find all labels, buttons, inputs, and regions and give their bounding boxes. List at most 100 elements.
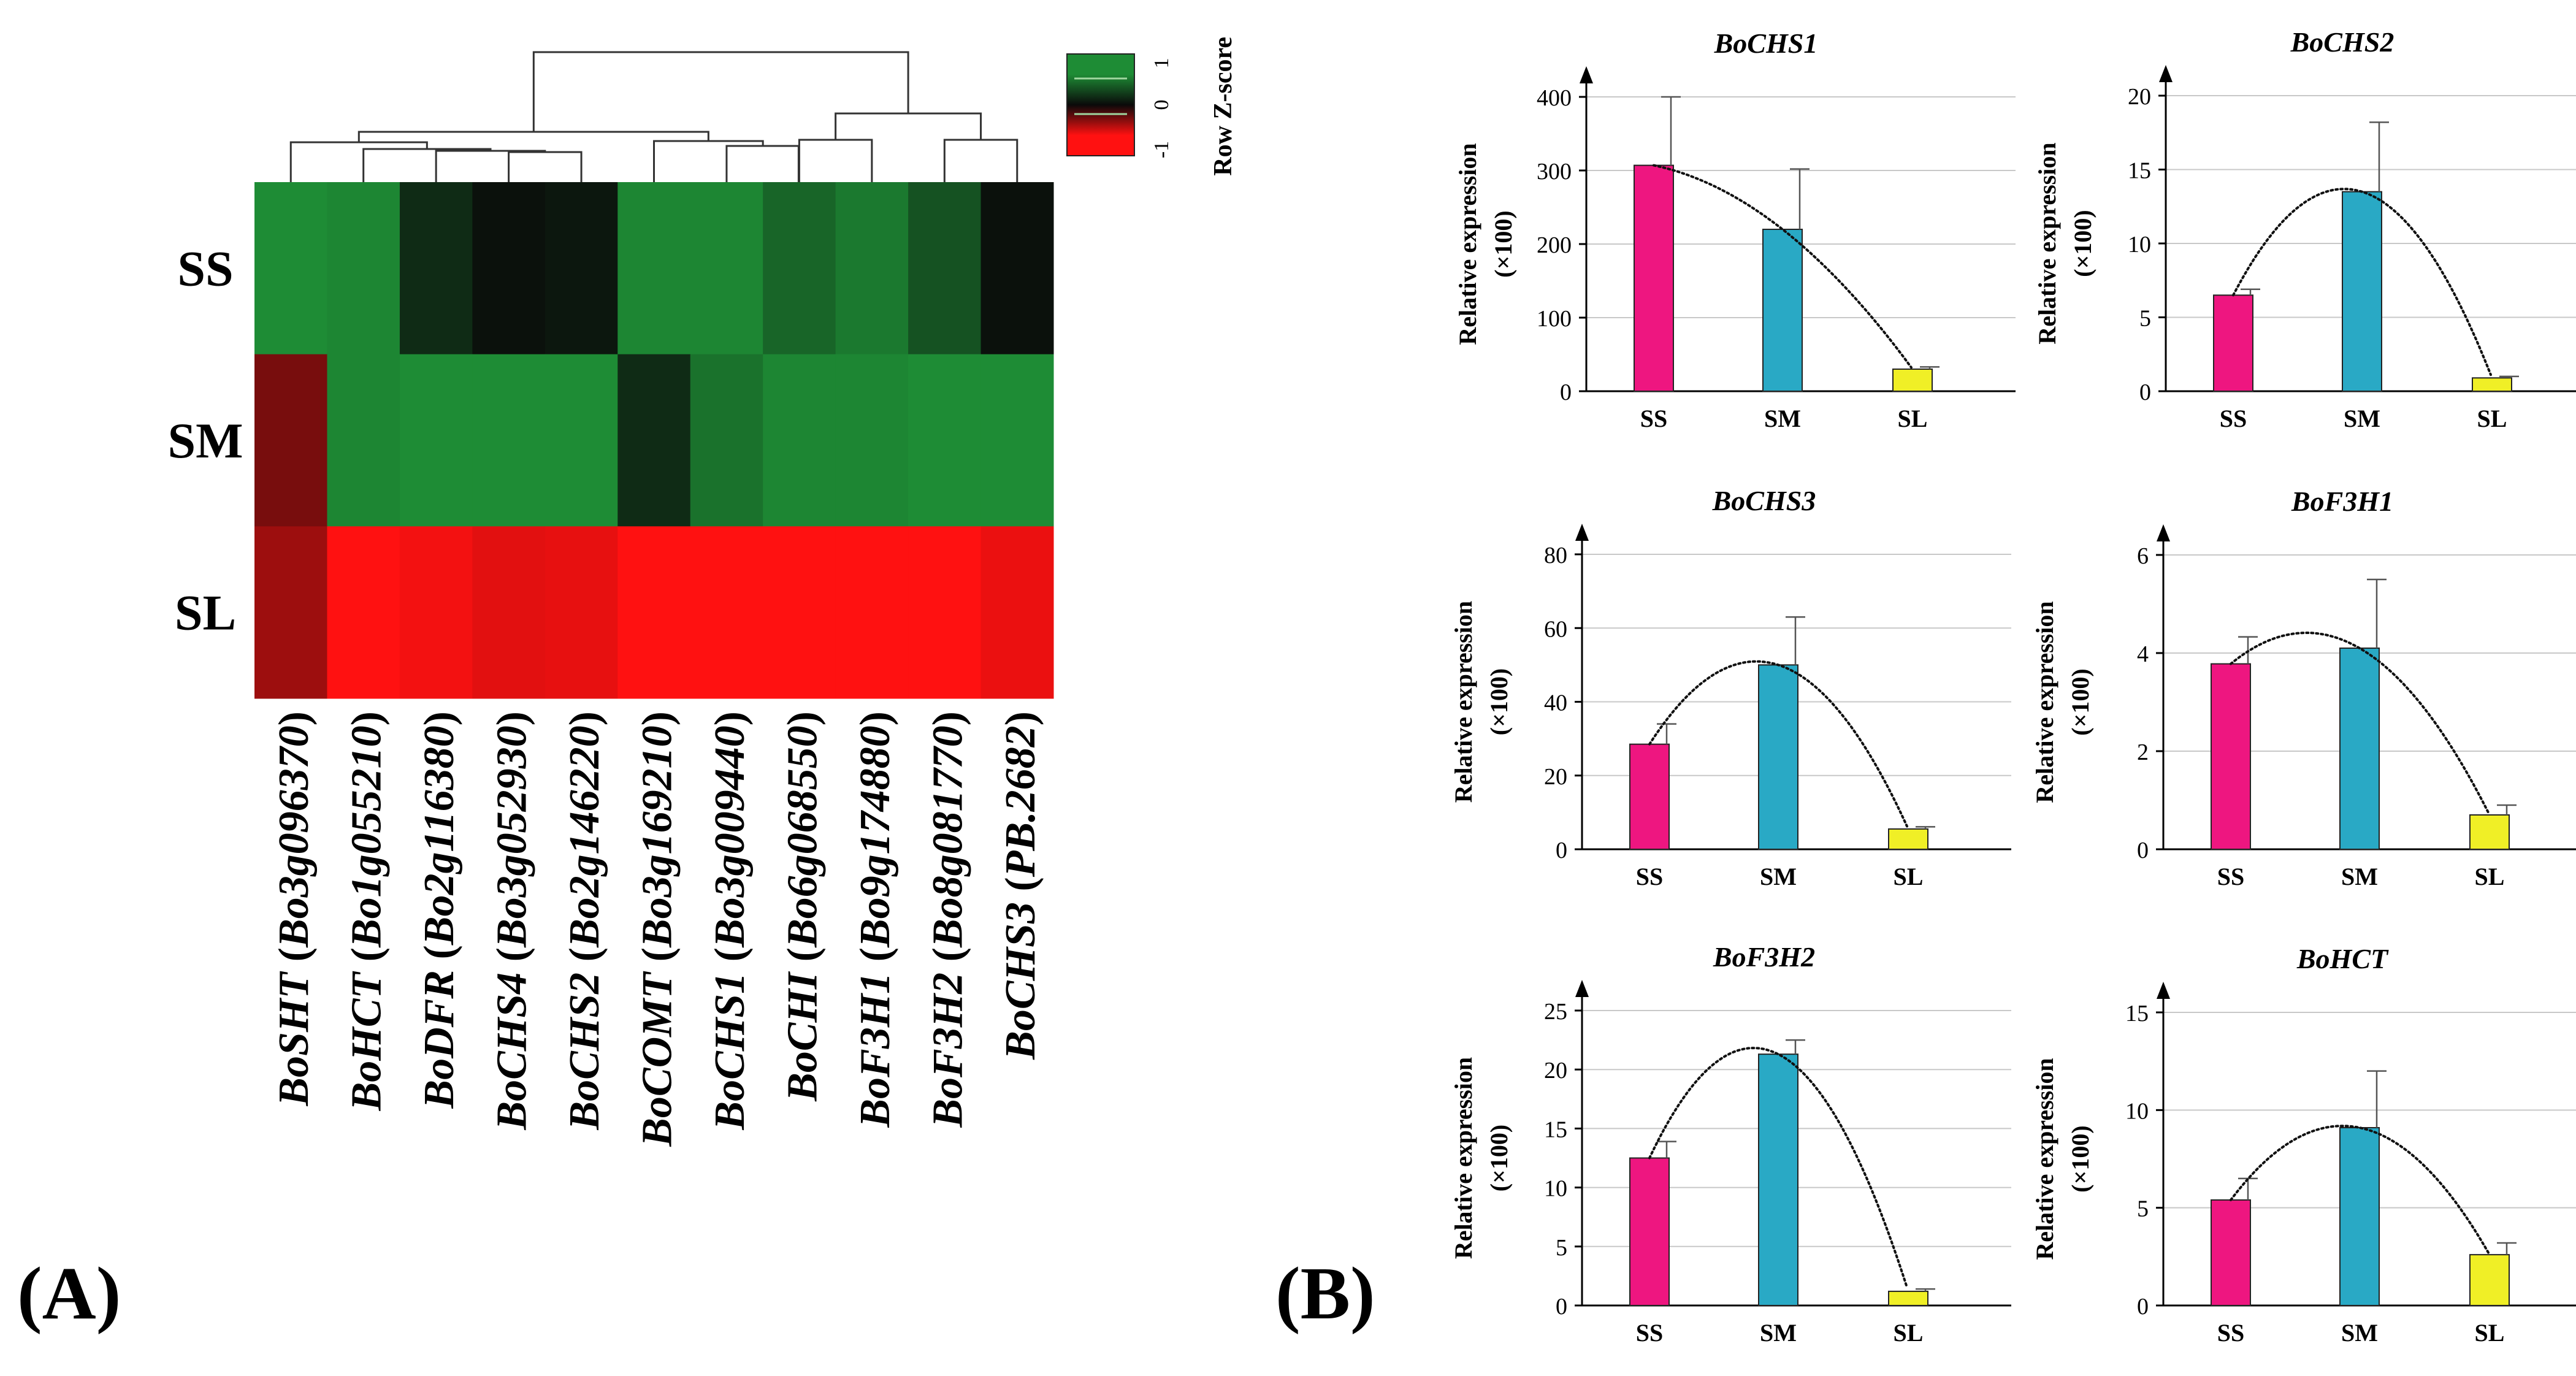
heatmap-column-label: BoSHT (Bo3g096370) [270, 711, 318, 1107]
bar-SS [1634, 164, 1674, 392]
color-key: 1 0 -1 Row Z-score [1066, 37, 1237, 176]
x-tick-label: SS [2217, 1319, 2245, 1347]
y-tick-label: 0 [1556, 1294, 1567, 1320]
bar-SM [1762, 229, 1803, 392]
y-axis-label: Relative expression [1450, 601, 1477, 803]
bar-SL [2472, 377, 2512, 392]
heatmap-column-label: BoCHS2 (Bo2g146220) [561, 711, 608, 1131]
heatmap-row-label: SL [175, 585, 236, 641]
heatmap-cell [690, 182, 763, 355]
heatmap-cell [254, 182, 327, 355]
heatmap-column-label: BoF3H1 (Bo9g174880) [852, 711, 899, 1128]
y-tick-label: 20 [1544, 764, 1567, 790]
color-key-bar [1066, 53, 1135, 156]
y-tick-label: 5 [2139, 306, 2151, 332]
chart-title: BoCHS2 [2290, 26, 2394, 58]
heatmap-cell [617, 354, 691, 527]
y-tick-label: 20 [1544, 1058, 1567, 1084]
dendrogram-branch [508, 151, 583, 182]
heatmap-column-label: BoF3H2 (Bo8g081770) [924, 711, 971, 1128]
x-tick-label: SS [1636, 863, 1664, 890]
x-tick-label: SS [2220, 405, 2247, 432]
y-axis-label: Relative expression [1450, 1057, 1477, 1259]
y-axis-label: Relative expression [2033, 142, 2061, 344]
bar-SS [2211, 1199, 2251, 1307]
dendrogram-branch [362, 148, 492, 182]
y-axis-label-unit: (×100) [2069, 210, 2096, 277]
heatmap-cell [908, 354, 982, 527]
heatmap-cell [980, 354, 1054, 527]
panel-b-label: (B) [1275, 1252, 1375, 1335]
dendrogram-branch [653, 140, 764, 182]
bar-SM [1758, 1053, 1798, 1306]
heatmap-cell [472, 526, 546, 699]
heatmap-cell [545, 182, 618, 355]
y-axis-label: Relative expression [1454, 143, 1481, 345]
heatmap-cell [980, 182, 1054, 355]
heatmap-cell [835, 354, 909, 527]
heatmap-cell [617, 182, 691, 355]
heatmap-row-label: SM [168, 413, 243, 468]
x-tick-label: SL [1894, 1319, 1924, 1347]
y-tick-label: 15 [2128, 158, 2151, 184]
y-tick-label: 100 [1537, 306, 1572, 332]
y-axis-label: Relative expression [2031, 1058, 2058, 1259]
bar-SS [1629, 743, 1670, 850]
y-axis-label-unit: (×100) [1489, 210, 1517, 277]
heatmap-cell [545, 354, 618, 527]
heatmap-column-label: BoCHS1 (Bo3g009440) [706, 711, 754, 1131]
y-tick-label: 200 [1537, 232, 1572, 258]
heatmap-cell [399, 182, 473, 355]
bar-chart-BoHCT: BoHCT 0 5 10 15 Relative expression (×100) SS SM… [2031, 943, 2576, 1347]
color-key-tick-label: -1 [1150, 141, 1173, 158]
trend-line [2232, 188, 2492, 376]
y-axis-label-unit: (×100) [1485, 668, 1513, 735]
heatmap-column-label: BoCOMT (Bo3g169210) [634, 711, 681, 1147]
trend-line [2230, 1125, 2490, 1254]
color-key-tick-label: 1 [1150, 58, 1173, 69]
panel-a-label: (A) [17, 1252, 121, 1335]
y-axis-label: Relative expression [2031, 601, 2058, 803]
bar-chart-BoCHS3: BoCHS3 0 20 40 60 80 Relative expression (×100)… [1450, 485, 2011, 890]
x-tick-label: SM [1760, 1319, 1797, 1347]
y-tick-label: 20 [2128, 84, 2151, 110]
y-tick-label: 6 [2137, 543, 2149, 569]
y-tick-label: 60 [1544, 616, 1567, 642]
bar-SL [1888, 1290, 1928, 1307]
bar-SL [2469, 814, 2510, 850]
heatmap-cell [763, 182, 836, 355]
y-axis-arrow [2159, 65, 2173, 82]
y-axis-label-unit: (×100) [1485, 1125, 1513, 1191]
chart-title: BoCHS1 [1714, 28, 1818, 59]
y-tick-label: 40 [1544, 690, 1567, 716]
x-tick-label: SL [2475, 863, 2505, 890]
x-tick-label: SL [2477, 405, 2507, 432]
x-tick-label: SM [2344, 405, 2380, 432]
y-axis-arrow [2157, 982, 2170, 999]
bar-chart-BoCHS2: BoCHS2 0 5 10 15 20 Relative expression (×100) S… [2033, 26, 2576, 432]
heatmap-cell [399, 354, 473, 527]
heatmap-cell [399, 526, 473, 699]
y-tick-label: 10 [1544, 1176, 1567, 1202]
heatmap-cell [254, 526, 327, 699]
dendrogram-branch [532, 51, 909, 132]
y-tick-label: 10 [2125, 1098, 2149, 1124]
y-tick-label: 10 [2128, 232, 2151, 258]
heatmap-cell [545, 526, 618, 699]
heatmap: SS SM SL BoSHT (Bo3g096370) BoHCT (Bo1g05521… [168, 37, 1238, 1147]
chart-title: BoF3H1 [2291, 486, 2393, 517]
heatmap-cell [327, 354, 400, 527]
y-tick-label: 15 [1544, 1117, 1567, 1142]
heatmap-cell [472, 182, 546, 355]
bar-SL [2469, 1254, 2510, 1306]
heatmap-cell [835, 526, 909, 699]
chart-title: BoF3H2 [1713, 941, 1815, 973]
y-axis-arrow [1580, 66, 1593, 83]
heatmap-cell [763, 354, 836, 527]
heatmap-cell [254, 354, 327, 527]
y-tick-label: 0 [2137, 838, 2149, 863]
heatmap-cell [327, 526, 400, 699]
bar-chart-BoF3H1: BoF3H1 0 2 4 6 Relative expression (×100) SS SM S… [2031, 486, 2576, 890]
bar-SM [2342, 191, 2382, 392]
